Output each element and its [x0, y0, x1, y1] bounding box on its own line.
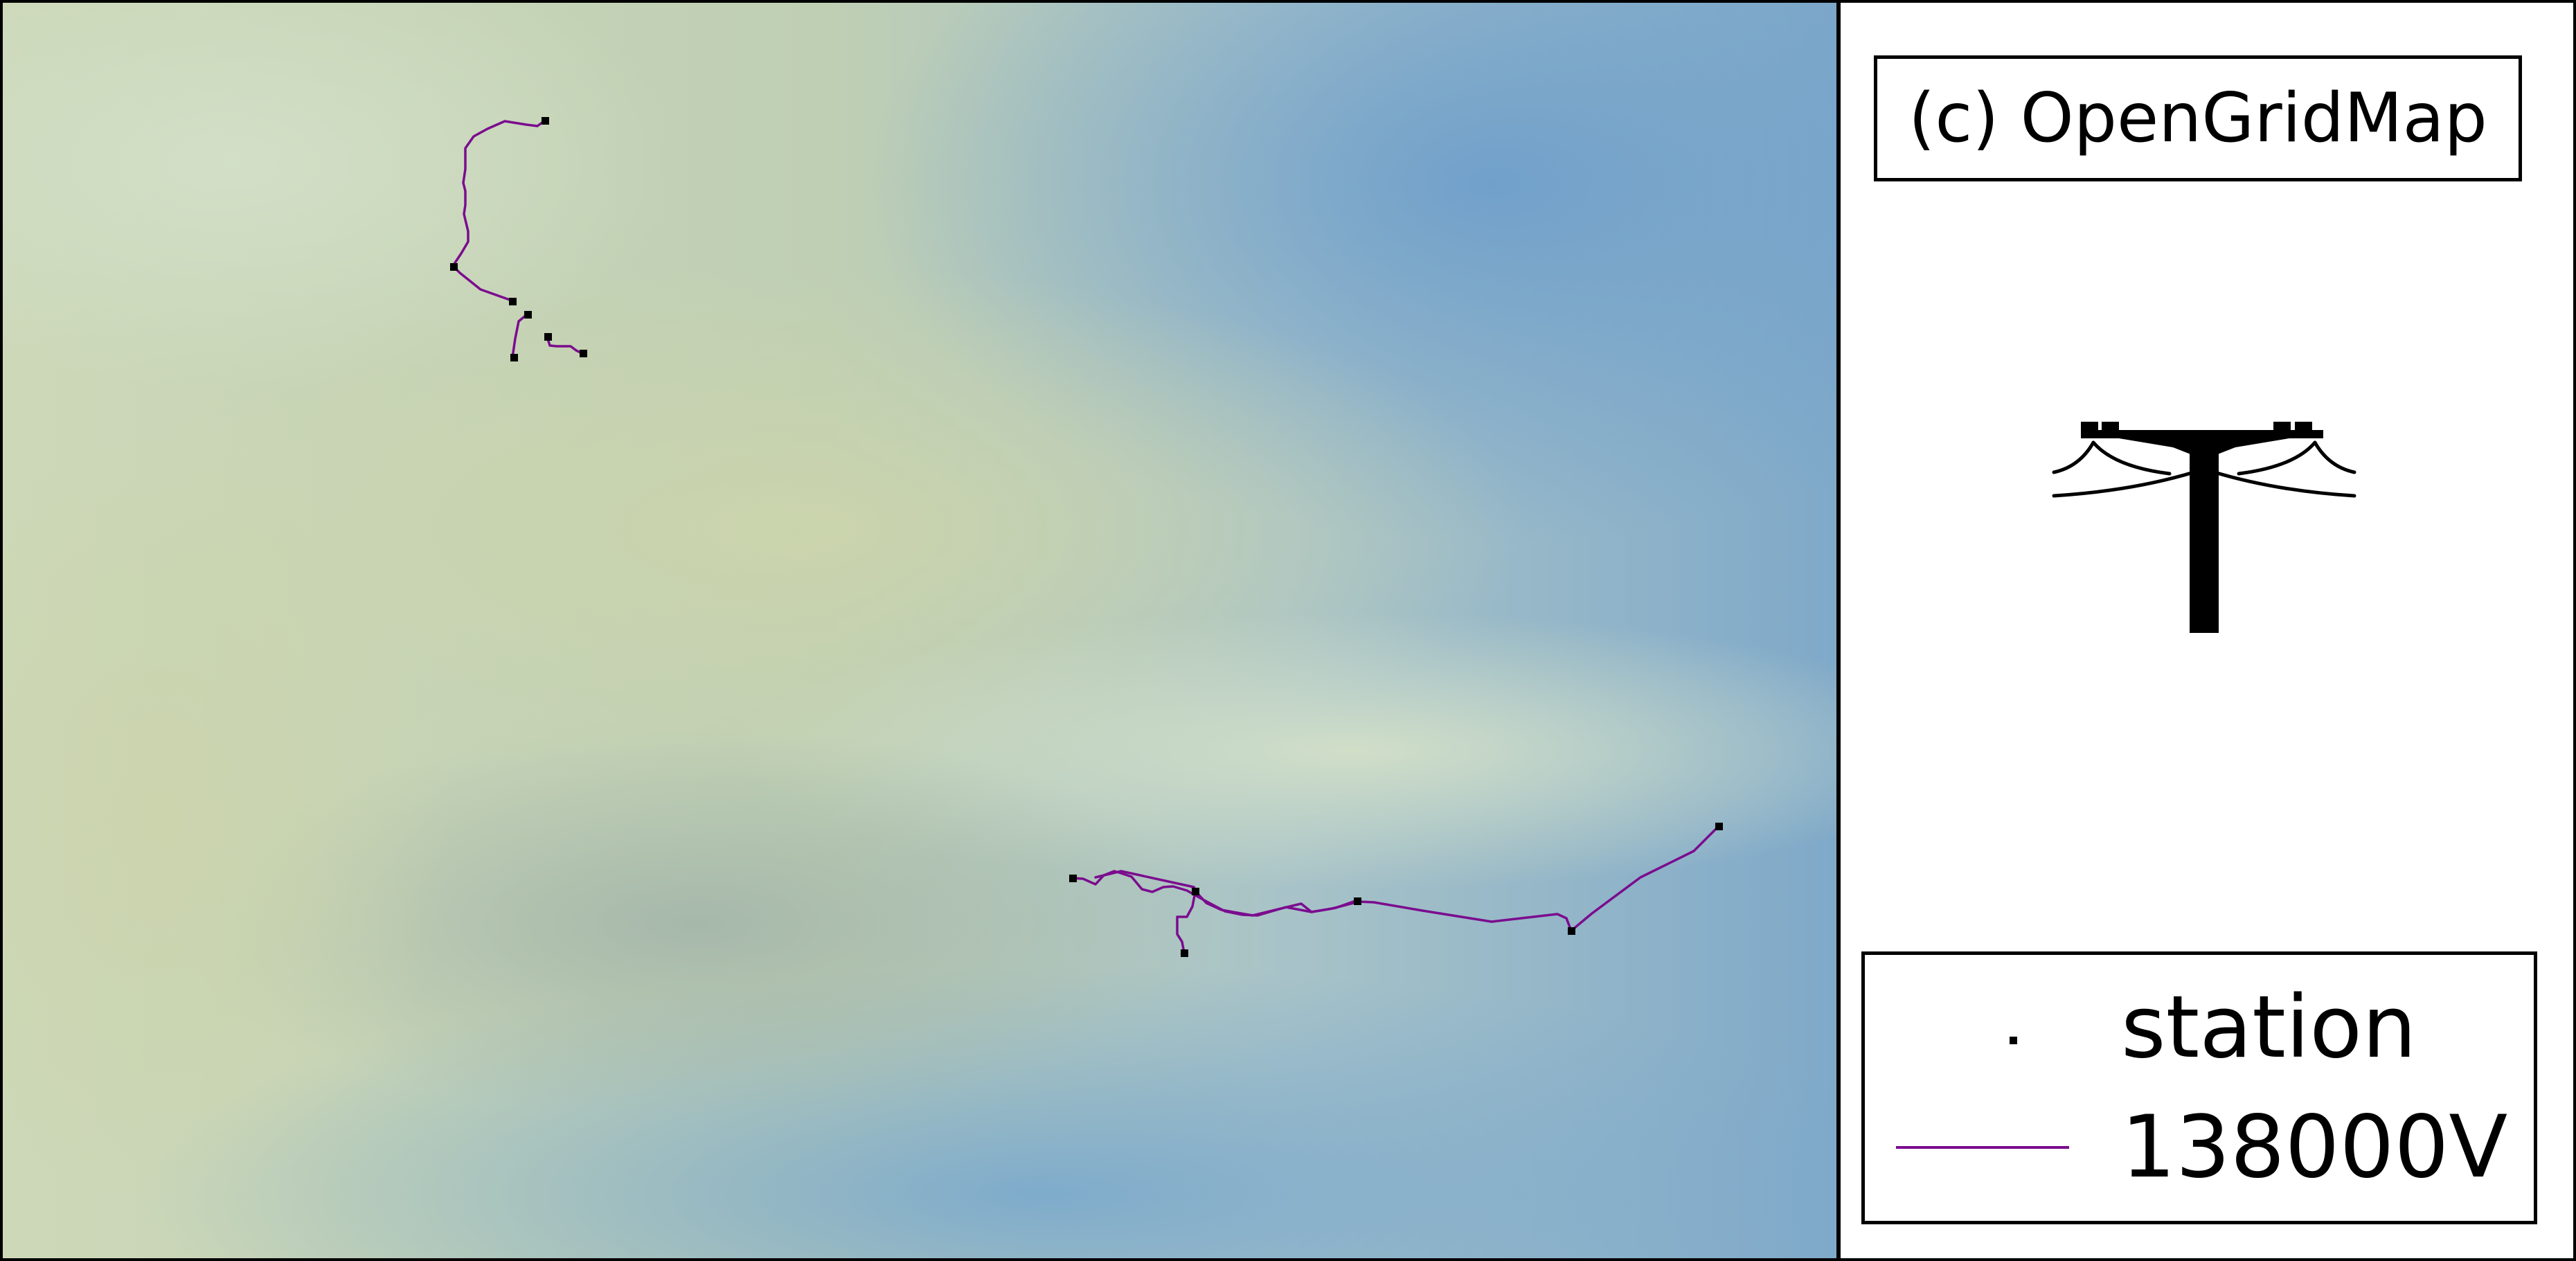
power-line [451, 119, 546, 267]
station-marker[interactable] [1354, 897, 1361, 905]
station-marker[interactable] [1568, 927, 1575, 935]
power-line [511, 313, 528, 359]
legend-item-138000v: 138000V [1865, 1089, 2534, 1206]
line-swatch-icon [1896, 1089, 2069, 1206]
legend-label-138000v: 138000V [2121, 1098, 2508, 1197]
station-marker[interactable] [1192, 888, 1199, 895]
power-line [546, 335, 584, 355]
station-marker[interactable] [509, 298, 517, 305]
station-marker[interactable] [580, 350, 587, 357]
station-marker[interactable] [1181, 949, 1188, 957]
power-line [1176, 891, 1197, 954]
power-lines-138000v [451, 119, 1720, 954]
legend-label-station: station [2121, 978, 2417, 1077]
power-line [1094, 870, 1359, 917]
terrain-plain-west [3, 432, 453, 1208]
station-marker[interactable] [1715, 823, 1723, 830]
attribution-box: (c) OpenGridMap [1874, 55, 2522, 181]
legend: station 138000V [1861, 951, 2537, 1224]
legend-item-station: station [1865, 969, 2534, 1086]
station-marker[interactable] [1069, 875, 1077, 882]
map-canvas [3, 3, 1836, 1258]
station-marker[interactable] [524, 311, 532, 319]
side-panel: (c) OpenGridMap [1839, 0, 2576, 1261]
station-marker[interactable] [544, 333, 552, 341]
station-marker[interactable] [510, 354, 518, 361]
map-panel[interactable] [0, 0, 1839, 1261]
station-marker[interactable] [542, 117, 549, 125]
power-line [1570, 825, 1720, 932]
power-pylon-icon [2048, 418, 2360, 640]
attribution-text: (c) OpenGridMap [1908, 79, 2487, 158]
stations [450, 117, 1723, 957]
station-swatch-icon [1896, 969, 2069, 1086]
station-marker[interactable] [450, 263, 458, 271]
